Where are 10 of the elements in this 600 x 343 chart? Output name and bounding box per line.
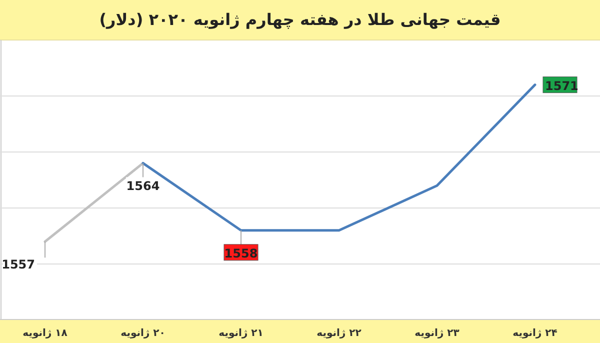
data-label: 1557 <box>2 258 35 272</box>
x-tick-label: ۲۱ ژانویه <box>218 328 264 339</box>
data-label: 1558 <box>224 246 258 260</box>
x-tick-label: ۱۸ ژانویه <box>22 328 68 339</box>
x-tick-label: ۲۳ ژانویه <box>414 328 460 339</box>
x-tick-label: ۲۰ ژانویه <box>120 328 166 339</box>
data-label: 1564 <box>126 179 160 194</box>
chart-title: قیمت جهانی طلا در هفته چهارم ژانویه ۲۰۲۰ (دلار) <box>99 10 501 29</box>
x-tick-label: ۲۴ ژانویه <box>512 328 558 339</box>
x-tick-label: ۲۲ ژانویه <box>316 328 362 339</box>
